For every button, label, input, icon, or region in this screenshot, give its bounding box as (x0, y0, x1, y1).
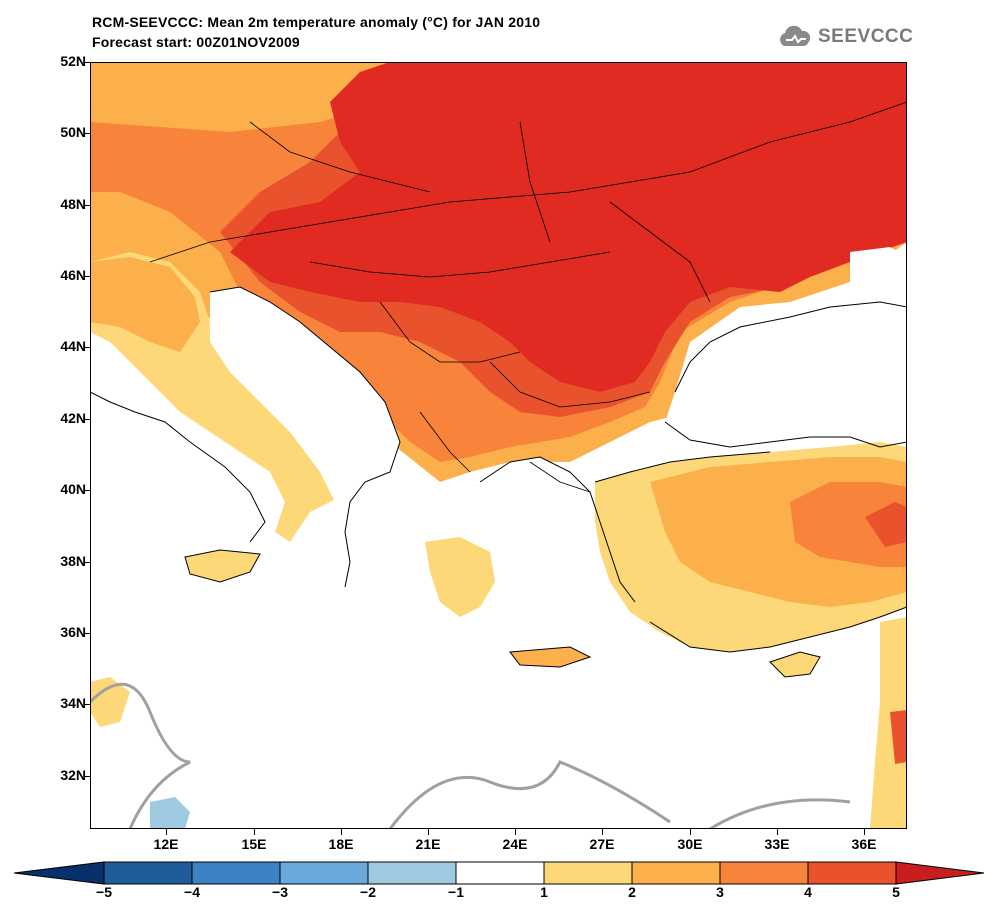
lat-label: 48N (60, 196, 86, 212)
lat-label: 40N (60, 481, 86, 497)
lat-tick (84, 704, 90, 705)
lat-label: 42N (60, 410, 86, 426)
lon-label: 15E (241, 836, 267, 852)
map-svg (90, 62, 907, 829)
lat-label: 34N (60, 695, 86, 711)
adriatic-sea (210, 287, 400, 587)
aegean-sea (480, 457, 650, 652)
colorbar-bin (631, 861, 721, 885)
lat-tick (84, 276, 90, 277)
tyrrhenian-sea (90, 392, 265, 577)
lat-label: 38N (60, 553, 86, 569)
lat-tick (84, 490, 90, 491)
levant-red (890, 710, 907, 764)
lat-tick (84, 133, 90, 134)
colorbar-label: −4 (184, 884, 200, 900)
colorbar-end-high (895, 861, 984, 885)
colorbar-label: 5 (892, 884, 900, 900)
crete (510, 647, 590, 667)
lat-label: 36N (60, 624, 86, 640)
anomaly-map (90, 62, 907, 829)
colorbar-bin (543, 861, 633, 885)
lon-label: 33E (764, 836, 790, 852)
black-sea (665, 302, 907, 447)
colorbar-label: −2 (360, 884, 376, 900)
colorbar-bin (455, 861, 545, 885)
lat-tick (84, 419, 90, 420)
lon-tick (690, 829, 691, 835)
seevccc-logo: SEEVCCC (776, 24, 913, 50)
forecast-start: Forecast start: 00Z01NOV2009 (92, 34, 300, 50)
anatolia-3-4 (790, 482, 907, 567)
lat-label: 46N (60, 267, 86, 283)
colorbar-label: −5 (96, 884, 112, 900)
colorbar-label: −1 (448, 884, 464, 900)
lat-tick (84, 347, 90, 348)
lon-label: 27E (589, 836, 615, 852)
colorbar-bin (103, 861, 193, 885)
sicily (185, 550, 260, 582)
country-borders (149, 101, 907, 493)
colorbar (14, 861, 984, 885)
colorbar-bin (279, 861, 369, 885)
lon-label: 21E (415, 836, 441, 852)
lon-tick (428, 829, 429, 835)
colorbar-end-low (14, 861, 105, 885)
lat-label: 44N (60, 338, 86, 354)
lat-tick (84, 776, 90, 777)
colorbar-bin (807, 861, 897, 885)
lat-label: 32N (60, 767, 86, 783)
lon-label: 18E (328, 836, 354, 852)
lat-label: 50N (60, 124, 86, 140)
lon-tick (341, 829, 342, 835)
lon-tick (602, 829, 603, 835)
lon-label: 24E (502, 836, 528, 852)
azov-sea (850, 247, 907, 297)
libya-coast (90, 677, 130, 727)
lon-tick (777, 829, 778, 835)
anomaly-area-5plus (230, 62, 907, 392)
lat-tick (84, 62, 90, 63)
colorbar-label: 2 (628, 884, 636, 900)
logo-text: SEEVCCC (818, 26, 914, 47)
lat-tick (84, 633, 90, 634)
levant (870, 617, 907, 829)
cloud-icon (780, 25, 811, 46)
lon-label: 30E (677, 836, 703, 852)
lon-label: 12E (153, 836, 179, 852)
lon-tick (515, 829, 516, 835)
neg-patch (150, 797, 190, 829)
colorbar-bin (719, 861, 809, 885)
lon-label: 36E (851, 836, 877, 852)
colorbar-label: −3 (272, 884, 288, 900)
lon-tick (864, 829, 865, 835)
colorbar-label: 3 (716, 884, 724, 900)
lon-tick (166, 829, 167, 835)
lat-label: 52N (60, 53, 86, 69)
chart-title: RCM-SEEVCCC: Mean 2m temperature anomaly… (92, 14, 541, 30)
lat-tick (84, 205, 90, 206)
greece-peloponnese (425, 537, 495, 617)
colorbar-bin (191, 861, 281, 885)
italy-2-3 (90, 257, 200, 352)
lat-tick (84, 562, 90, 563)
anatolia-4-5 (865, 502, 907, 547)
colorbar-label: 4 (804, 884, 812, 900)
colorbar-bin (367, 861, 457, 885)
mediterranean-sea (90, 577, 907, 829)
colorbar-label: 1 (540, 884, 548, 900)
zero-contour (90, 682, 851, 829)
lon-tick (254, 829, 255, 835)
